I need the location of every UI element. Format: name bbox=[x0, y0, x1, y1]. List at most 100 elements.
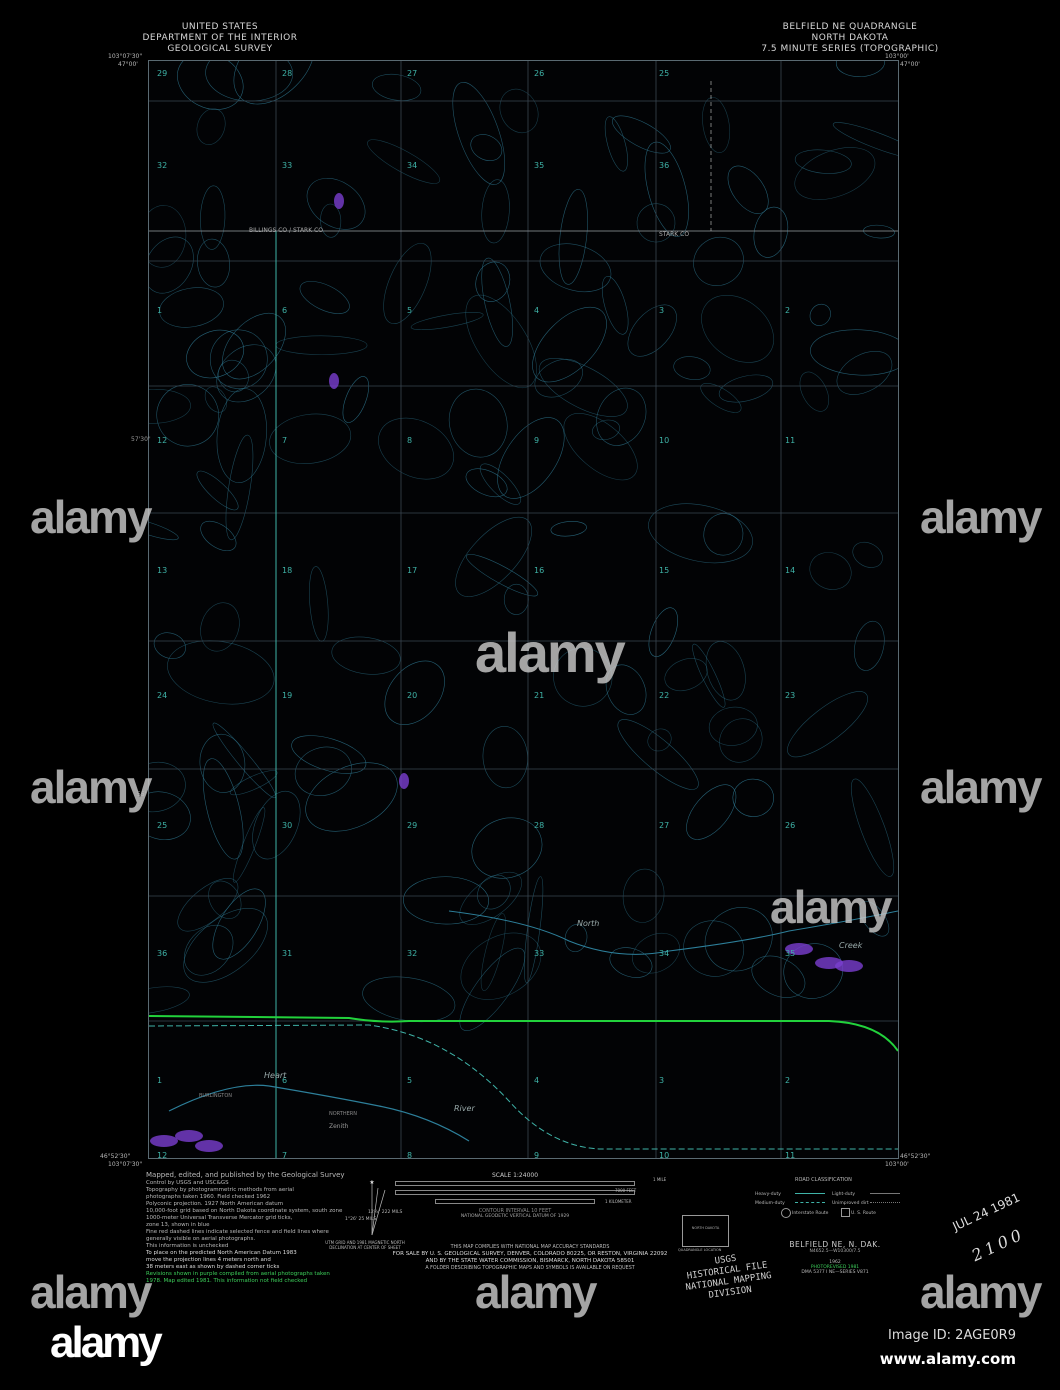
svg-text:★: ★ bbox=[369, 1180, 374, 1186]
contour-line bbox=[149, 205, 187, 268]
section-number: 35 bbox=[785, 949, 796, 958]
corner-coord: 47°00' bbox=[118, 61, 138, 68]
section-number: 17 bbox=[407, 566, 418, 575]
section-number: 26 bbox=[785, 821, 796, 830]
credit-line: This information is unchecked bbox=[146, 1243, 229, 1249]
contour-line bbox=[852, 541, 883, 568]
credit-line: photographs taken 1960. Field checked 19… bbox=[146, 1194, 271, 1200]
contour-line bbox=[471, 817, 543, 879]
agency-header: UNITED STATES DEPARTMENT OF THE INTERIOR… bbox=[130, 22, 310, 55]
contour-line bbox=[410, 312, 484, 331]
section-number: 16 bbox=[534, 566, 545, 575]
alamy-watermark: alamy bbox=[30, 1266, 152, 1318]
section-number: 34 bbox=[407, 161, 418, 170]
revision-area bbox=[835, 960, 863, 972]
section-number: 2 bbox=[785, 1076, 791, 1085]
corner-coord: 103°00' bbox=[885, 53, 909, 60]
compliance-line: THIS MAP COMPLIES WITH NATIONAL MAP ACCU… bbox=[450, 1245, 610, 1250]
section-number: 3 bbox=[659, 1076, 665, 1085]
credit-line: Mapped, edited, and published by the Geo… bbox=[146, 1171, 345, 1179]
section-number: 28 bbox=[534, 821, 545, 830]
vertical-datum: NATIONAL GEODETIC VERTICAL DATUM OF 1929 bbox=[460, 1214, 570, 1219]
legend-item: Light-duty bbox=[832, 1192, 855, 1197]
corner-coord: 46°52'30" bbox=[900, 1153, 931, 1160]
north-creek bbox=[448, 910, 898, 955]
section-number: 20 bbox=[407, 691, 418, 700]
state-label: NORTH DAKOTA bbox=[691, 1226, 720, 1230]
scale-unit: 1 MILE bbox=[653, 1177, 667, 1182]
contour-line bbox=[149, 986, 190, 1015]
section-number: 35 bbox=[534, 161, 545, 170]
contour-line bbox=[693, 236, 744, 286]
contour-line bbox=[199, 733, 246, 793]
section-number: 12 bbox=[157, 436, 168, 445]
contour-line bbox=[719, 718, 763, 763]
contour-line bbox=[233, 61, 315, 105]
contour-line bbox=[497, 417, 565, 499]
sheet-year: 1962 bbox=[829, 1260, 841, 1265]
section-number: 2 bbox=[785, 306, 791, 315]
section-number: 10 bbox=[659, 436, 670, 445]
section-number: 21 bbox=[534, 691, 545, 700]
contour-line bbox=[299, 281, 350, 314]
corner-coord: 103°00' bbox=[885, 1161, 909, 1168]
section-number: 25 bbox=[157, 821, 168, 830]
contour-line bbox=[648, 503, 753, 564]
header-line: UNITED STATES bbox=[181, 22, 259, 32]
scale-unit: 7000 FEET bbox=[615, 1188, 637, 1193]
section-number: 33 bbox=[282, 161, 293, 170]
revision-area bbox=[329, 373, 339, 389]
contour-line bbox=[553, 647, 613, 707]
contour-line bbox=[460, 932, 542, 1000]
contour-line bbox=[149, 517, 179, 541]
contour-line bbox=[503, 583, 529, 615]
river-label: River bbox=[454, 1104, 475, 1113]
quadrangle-location-map: NORTH DAKOTA bbox=[682, 1215, 729, 1247]
scale-bar-km bbox=[435, 1199, 595, 1204]
section-number: 36 bbox=[157, 949, 168, 958]
sheet-name: BELFIELD NE, N. DAK. bbox=[789, 1240, 881, 1249]
credit-line: Polyconic projection. 1927 North America… bbox=[146, 1201, 284, 1207]
contour-line bbox=[177, 878, 239, 932]
river-label: Heart bbox=[264, 1071, 287, 1080]
contour-line bbox=[331, 636, 401, 675]
revision-area bbox=[175, 1130, 203, 1142]
section-number: 12 bbox=[157, 1151, 168, 1160]
contour-line bbox=[605, 664, 647, 715]
contour-line bbox=[269, 413, 352, 464]
alamy-watermark: alamy bbox=[475, 1266, 597, 1318]
contour-line bbox=[479, 463, 522, 505]
contour-line bbox=[702, 97, 731, 153]
section-number: 34 bbox=[659, 949, 670, 958]
contour-line bbox=[732, 778, 774, 817]
contour-line bbox=[751, 955, 806, 998]
contour-line bbox=[564, 924, 588, 953]
contour-line bbox=[232, 807, 266, 883]
contour-line bbox=[448, 388, 508, 458]
contour-line bbox=[200, 185, 226, 250]
revision-area bbox=[150, 1135, 178, 1147]
section-number: 5 bbox=[407, 1076, 413, 1085]
header-line: DEPARTMENT OF THE INTERIOR bbox=[142, 33, 298, 43]
contour-line bbox=[836, 61, 886, 77]
contour-interval: CONTOUR INTERVAL 10 FEET bbox=[478, 1208, 552, 1214]
alamy-url[interactable]: www.alamy.com bbox=[879, 1350, 1016, 1368]
contour-line bbox=[465, 468, 508, 498]
section-number: 11 bbox=[785, 1151, 796, 1160]
contour-line bbox=[383, 243, 432, 324]
contour-line bbox=[836, 351, 893, 395]
section-number: 3 bbox=[659, 306, 665, 315]
map-graphics bbox=[149, 61, 898, 1158]
revision-area bbox=[334, 193, 344, 209]
us-route-shield-icon bbox=[841, 1208, 850, 1217]
contour-line bbox=[853, 620, 885, 671]
revision-area bbox=[195, 1140, 223, 1152]
topographic-map[interactable]: 29 28 27 26 25 32 33 34 35 36 1 6 5 4 3 2 12 7 8 9 10 11 13 18 1… bbox=[131, 60, 899, 1160]
contour-line bbox=[208, 880, 242, 919]
alamy-watermark: alamy bbox=[920, 1266, 1042, 1318]
section-number: 6 bbox=[282, 306, 288, 315]
county-label: BILLINGS CO / STARK CO bbox=[249, 227, 323, 234]
contour-line bbox=[558, 189, 588, 285]
contour-line bbox=[167, 640, 275, 705]
corner-coord: 46°52'30" bbox=[100, 1153, 131, 1160]
